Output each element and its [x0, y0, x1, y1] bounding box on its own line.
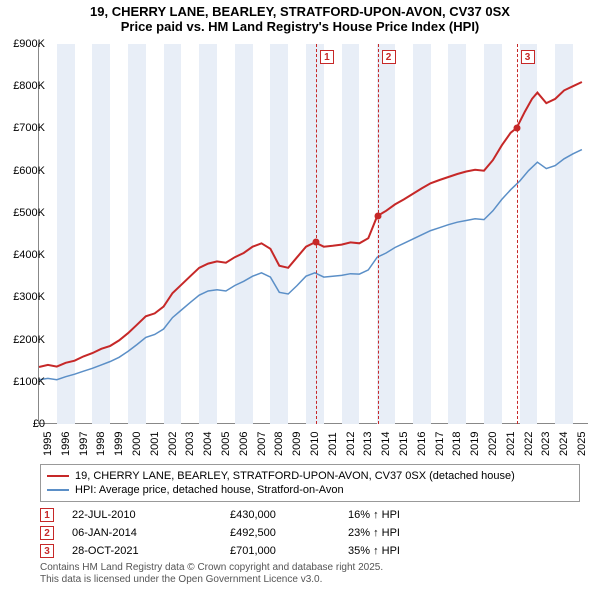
- sale-marker-number: 1: [40, 508, 54, 522]
- series-line: [39, 82, 582, 367]
- legend-item: HPI: Average price, detached house, Stra…: [47, 483, 573, 497]
- sale-date: 06-JAN-2014: [72, 527, 212, 539]
- x-axis-tick-label: 2014: [380, 432, 392, 456]
- y-axis-tick-label: £700K: [0, 122, 45, 134]
- x-axis-tick-label: 2007: [256, 432, 268, 456]
- y-axis-tick-label: £100K: [0, 376, 45, 388]
- y-axis-tick-label: £600K: [0, 165, 45, 177]
- x-axis-tick-label: 2009: [291, 432, 303, 456]
- sale-hpi-delta: 35% ↑ HPI: [348, 545, 468, 557]
- legend-swatch: [47, 489, 69, 491]
- footer-line: Contains HM Land Registry data © Crown c…: [40, 562, 383, 574]
- x-axis-tick-label: 2016: [416, 432, 428, 456]
- x-axis-tick-label: 2024: [558, 432, 570, 456]
- y-axis-tick-label: £400K: [0, 249, 45, 261]
- sale-hpi-delta: 16% ↑ HPI: [348, 509, 468, 521]
- x-axis-tick-label: 2001: [149, 432, 161, 456]
- line-series-svg: [39, 44, 589, 424]
- legend-swatch: [47, 475, 69, 477]
- sale-marker-line: [378, 44, 379, 424]
- x-axis-tick-label: 1998: [95, 432, 107, 456]
- sales-table: 1 22-JUL-2010 £430,000 16% ↑ HPI 2 06-JA…: [40, 506, 580, 560]
- y-axis-tick-label: £500K: [0, 207, 45, 219]
- sale-marker-box: 2: [382, 50, 396, 64]
- y-axis-tick-label: £900K: [0, 38, 45, 50]
- plot-area: 1 2 3: [38, 44, 588, 424]
- sale-price: £430,000: [230, 509, 330, 521]
- x-axis-tick-label: 2008: [273, 432, 285, 456]
- x-axis-tick-label: 1997: [78, 432, 90, 456]
- sale-point-marker: [374, 213, 381, 220]
- y-axis-tick-label: £300K: [0, 291, 45, 303]
- sales-row: 2 06-JAN-2014 £492,500 23% ↑ HPI: [40, 524, 580, 542]
- sale-marker-line: [517, 44, 518, 424]
- sales-row: 3 28-OCT-2021 £701,000 35% ↑ HPI: [40, 542, 580, 560]
- footer-attribution: Contains HM Land Registry data © Crown c…: [40, 562, 383, 586]
- sale-marker-number: 3: [40, 544, 54, 558]
- x-axis-tick-label: 2011: [327, 432, 339, 456]
- y-axis-tick-label: £200K: [0, 334, 45, 346]
- sale-date: 22-JUL-2010: [72, 509, 212, 521]
- legend: 19, CHERRY LANE, BEARLEY, STRATFORD-UPON…: [40, 464, 580, 502]
- x-axis-tick-label: 2012: [345, 432, 357, 456]
- chart-container: 19, CHERRY LANE, BEARLEY, STRATFORD-UPON…: [0, 0, 600, 590]
- chart-title: 19, CHERRY LANE, BEARLEY, STRATFORD-UPON…: [10, 4, 590, 19]
- x-axis-tick-label: 2022: [523, 432, 535, 456]
- sale-point-marker: [513, 125, 520, 132]
- x-axis-tick-label: 2000: [131, 432, 143, 456]
- sale-point-marker: [312, 239, 319, 246]
- x-axis-tick-label: 2020: [487, 432, 499, 456]
- x-axis-tick-label: 2002: [167, 432, 179, 456]
- legend-label: HPI: Average price, detached house, Stra…: [75, 484, 344, 496]
- sale-marker-number: 2: [40, 526, 54, 540]
- legend-item: 19, CHERRY LANE, BEARLEY, STRATFORD-UPON…: [47, 469, 573, 483]
- x-axis-tick-label: 2015: [398, 432, 410, 456]
- x-axis-tick-label: 2013: [362, 432, 374, 456]
- x-axis-tick-label: 2005: [220, 432, 232, 456]
- x-axis-tick-label: 2004: [202, 432, 214, 456]
- x-axis-tick-label: 2019: [469, 432, 481, 456]
- sale-marker-box: 1: [320, 50, 334, 64]
- legend-label: 19, CHERRY LANE, BEARLEY, STRATFORD-UPON…: [75, 470, 515, 482]
- sale-price: £701,000: [230, 545, 330, 557]
- x-axis-tick-label: 1996: [60, 432, 72, 456]
- x-axis-tick-label: 2017: [434, 432, 446, 456]
- sale-hpi-delta: 23% ↑ HPI: [348, 527, 468, 539]
- footer-line: This data is licensed under the Open Gov…: [40, 574, 383, 586]
- sale-date: 28-OCT-2021: [72, 545, 212, 557]
- y-axis-tick-label: £800K: [0, 80, 45, 92]
- x-axis-tick-label: 2006: [238, 432, 250, 456]
- sales-row: 1 22-JUL-2010 £430,000 16% ↑ HPI: [40, 506, 580, 524]
- sale-marker-box: 3: [521, 50, 535, 64]
- x-axis-tick-label: 2018: [451, 432, 463, 456]
- x-axis-tick-label: 1995: [42, 432, 54, 456]
- x-axis-tick-label: 1999: [113, 432, 125, 456]
- x-axis-tick-label: 2025: [576, 432, 588, 456]
- chart-subtitle: Price paid vs. HM Land Registry's House …: [10, 19, 590, 34]
- sale-price: £492,500: [230, 527, 330, 539]
- x-axis-tick-label: 2021: [505, 432, 517, 456]
- sale-marker-line: [316, 44, 317, 424]
- x-axis-tick-label: 2010: [309, 432, 321, 456]
- x-axis-tick-label: 2003: [184, 432, 196, 456]
- x-axis-tick-label: 2023: [540, 432, 552, 456]
- series-line: [39, 150, 582, 380]
- title-block: 19, CHERRY LANE, BEARLEY, STRATFORD-UPON…: [0, 0, 600, 36]
- y-axis-tick-label: £0: [0, 418, 45, 430]
